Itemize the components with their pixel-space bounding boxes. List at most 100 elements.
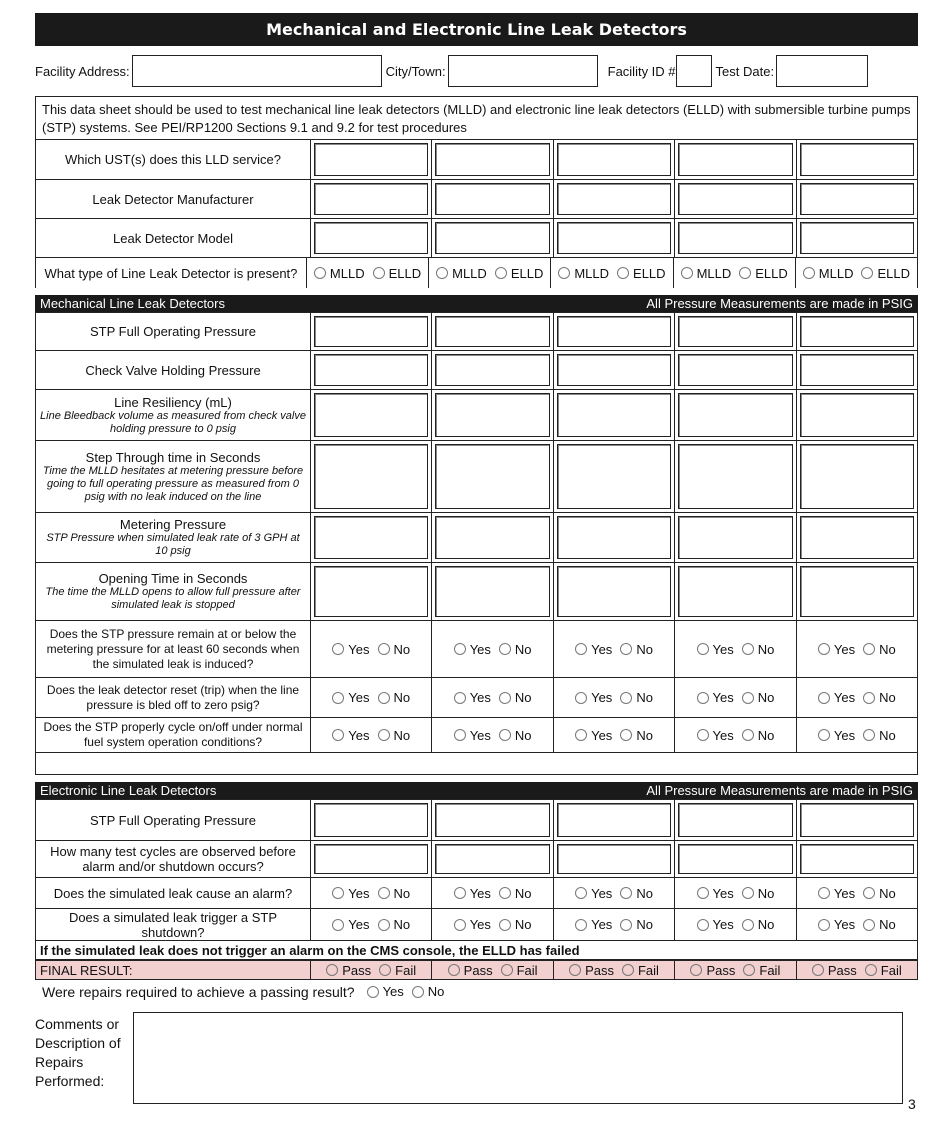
radio-circle-icon[interactable] [817, 729, 830, 741]
value-input[interactable] [799, 844, 915, 874]
value-input[interactable] [556, 803, 672, 837]
radio-circle-icon[interactable] [453, 887, 466, 899]
radio-circle-icon[interactable] [498, 691, 511, 704]
value-input[interactable] [678, 354, 793, 386]
option-no[interactable]: No [377, 690, 410, 705]
radio-circle-icon[interactable] [743, 964, 756, 976]
value-input[interactable] [799, 183, 915, 215]
value-input[interactable] [314, 354, 429, 386]
radio-circle-icon[interactable] [696, 729, 709, 741]
option-yes[interactable]: Yes [332, 690, 370, 705]
radio-circle-icon[interactable] [739, 267, 752, 279]
radio-circle-icon[interactable] [575, 729, 588, 741]
option-pass[interactable]: Pass [690, 963, 735, 978]
value-input[interactable] [556, 516, 672, 559]
radio-circle-icon[interactable] [453, 691, 466, 704]
option-yes[interactable]: Yes [696, 642, 734, 657]
radio-circle-icon[interactable] [863, 887, 876, 899]
radio-circle-icon[interactable] [332, 691, 345, 704]
value-input[interactable] [314, 143, 429, 176]
option-yes[interactable]: Yes [332, 728, 370, 743]
value-input[interactable] [799, 444, 915, 509]
value-input[interactable] [435, 444, 550, 509]
value-input[interactable] [435, 316, 550, 347]
value-input[interactable] [678, 444, 793, 509]
option-no[interactable]: No [863, 886, 896, 901]
option-fail[interactable]: Fail [621, 963, 659, 978]
test-date-input[interactable] [776, 55, 869, 87]
comments-input[interactable] [133, 1012, 903, 1104]
option-no[interactable]: No [498, 690, 532, 705]
option-pass[interactable]: Pass [326, 963, 371, 978]
radio-circle-icon[interactable] [313, 267, 326, 279]
radio-circle-icon[interactable] [377, 643, 390, 655]
option-yes[interactable]: Yes [696, 690, 734, 705]
option-yes[interactable]: Yes [575, 886, 612, 901]
radio-circle-icon[interactable] [817, 918, 830, 931]
value-input[interactable] [435, 354, 550, 386]
option-mlld[interactable]: MLLD [680, 266, 731, 281]
option-pass[interactable]: Pass [447, 963, 493, 978]
option-no[interactable]: No [741, 886, 774, 901]
option-pass[interactable]: Pass [569, 963, 614, 978]
radio-circle-icon[interactable] [332, 643, 345, 655]
radio-circle-icon[interactable] [696, 918, 709, 931]
option-elld[interactable]: ELLD [861, 266, 910, 281]
radio-circle-icon[interactable] [453, 918, 466, 931]
option-no[interactable]: No [498, 917, 532, 932]
radio-circle-icon[interactable] [377, 691, 390, 704]
option-no[interactable]: No [377, 642, 410, 657]
value-input[interactable] [314, 393, 429, 437]
value-input[interactable] [435, 566, 550, 617]
radio-circle-icon[interactable] [372, 267, 385, 279]
value-input[interactable] [799, 316, 915, 347]
option-yes[interactable]: Yes [332, 917, 370, 932]
radio-circle-icon[interactable] [620, 887, 633, 899]
value-input[interactable] [556, 316, 672, 347]
radio-circle-icon[interactable] [377, 918, 390, 931]
option-yes[interactable]: Yes [817, 642, 855, 657]
value-input[interactable] [556, 393, 672, 437]
value-input[interactable] [799, 143, 915, 176]
option-no[interactable]: No [498, 642, 532, 657]
radio-circle-icon[interactable] [617, 267, 630, 279]
radio-circle-icon[interactable] [741, 643, 754, 655]
option-yes[interactable]: Yes [817, 886, 855, 901]
value-input[interactable] [678, 844, 793, 874]
radio-circle-icon[interactable] [436, 267, 449, 279]
option-yes[interactable]: Yes [332, 886, 370, 901]
option-no[interactable]: No [741, 690, 774, 705]
option-no[interactable]: No [741, 728, 774, 743]
value-input[interactable] [678, 566, 793, 617]
option-no[interactable]: No [498, 886, 532, 901]
value-input[interactable] [314, 844, 429, 874]
radio-circle-icon[interactable] [690, 964, 703, 976]
value-input[interactable] [556, 354, 672, 386]
value-input[interactable] [435, 516, 550, 559]
radio-circle-icon[interactable] [447, 964, 460, 976]
option-yes[interactable]: Yes [575, 690, 612, 705]
option-elld[interactable]: ELLD [739, 266, 788, 281]
value-input[interactable] [314, 803, 429, 837]
radio-circle-icon[interactable] [817, 887, 830, 899]
radio-circle-icon[interactable] [411, 985, 424, 998]
option-yes[interactable]: Yes [817, 917, 855, 932]
radio-circle-icon[interactable] [621, 964, 634, 976]
value-input[interactable] [314, 566, 429, 617]
option-no[interactable]: No [377, 917, 410, 932]
radio-circle-icon[interactable] [817, 643, 830, 655]
radio-circle-icon[interactable] [575, 918, 588, 931]
value-input[interactable] [678, 183, 793, 215]
option-no[interactable]: No [863, 917, 896, 932]
value-input[interactable] [314, 183, 429, 215]
option-fail[interactable]: Fail [500, 963, 538, 978]
value-input[interactable] [678, 143, 793, 176]
value-input[interactable] [314, 444, 429, 509]
option-yes[interactable]: Yes [696, 728, 734, 743]
radio-circle-icon[interactable] [696, 887, 709, 899]
radio-circle-icon[interactable] [802, 267, 815, 279]
radio-circle-icon[interactable] [498, 643, 511, 655]
value-input[interactable] [435, 393, 550, 437]
option-yes[interactable]: Yes [575, 917, 612, 932]
radio-circle-icon[interactable] [332, 918, 345, 931]
